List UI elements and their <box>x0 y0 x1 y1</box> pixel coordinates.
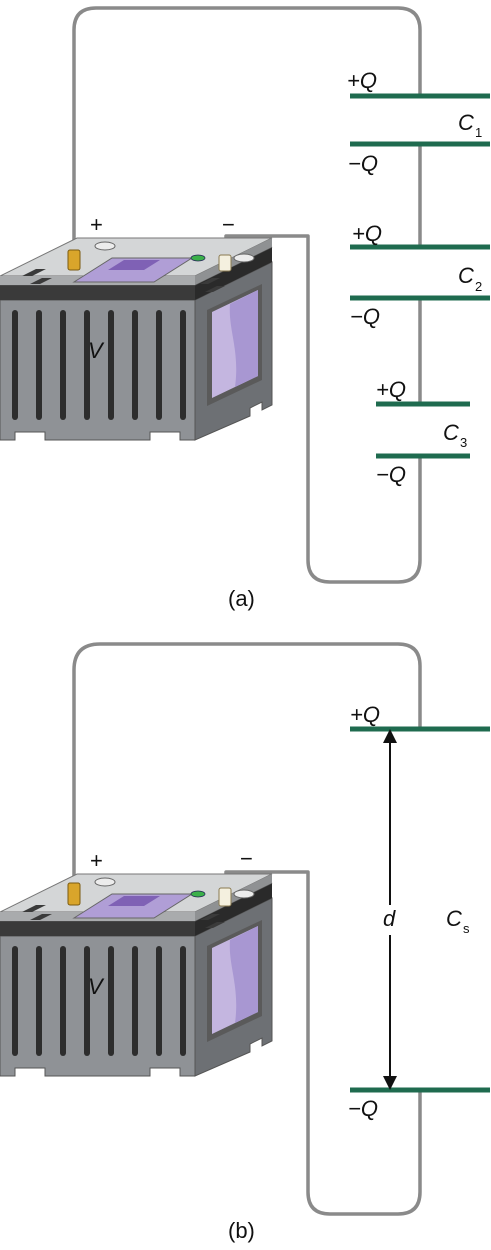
caption-a: (a) <box>228 586 255 611</box>
c1-name: C <box>458 110 474 135</box>
c3-subscript: 3 <box>460 435 467 450</box>
wire-negative-b <box>224 870 422 1216</box>
c3-bottom-charge: −Q <box>376 462 406 487</box>
c1-bottom-charge: −Q <box>348 151 378 176</box>
c3-top-charge: +Q <box>376 377 406 402</box>
c2-top-charge: +Q <box>352 221 382 246</box>
battery-voltage-label-b: V <box>88 974 105 999</box>
negative-sign-a: − <box>222 212 235 237</box>
c2-bottom-charge: −Q <box>350 304 380 329</box>
separation-label: d <box>383 906 396 931</box>
c1-top-charge: +Q <box>347 68 377 93</box>
positive-sign-a: + <box>90 212 103 237</box>
cs-name: C <box>446 906 462 931</box>
cs-bottom-charge: −Q <box>348 1096 378 1121</box>
c2-subscript: 2 <box>475 279 482 294</box>
caption-b: (b) <box>228 1218 255 1243</box>
positive-sign-b: + <box>90 848 103 873</box>
wire-negative-a <box>224 234 422 584</box>
battery-voltage-label-a: V <box>88 338 105 363</box>
panel-b: + − V +Q −Q d C s (b) <box>0 642 490 1243</box>
negative-sign-b: − <box>240 846 253 871</box>
wire-positive-a <box>72 6 422 260</box>
negative-terminal-a <box>218 254 232 272</box>
c2-name: C <box>458 263 474 288</box>
c3-name: C <box>443 420 459 445</box>
negative-terminal-b <box>218 887 232 907</box>
panel-a: + − V +Q −Q C 1 +Q −Q C 2 +Q −Q C 3 (a) <box>0 6 490 611</box>
c1-subscript: 1 <box>475 125 482 140</box>
positive-terminal-a <box>67 249 81 271</box>
wire-positive-b <box>72 642 422 890</box>
cs-subscript: s <box>463 921 470 936</box>
positive-terminal-b <box>67 882 81 906</box>
cs-top-charge: +Q <box>350 702 380 727</box>
